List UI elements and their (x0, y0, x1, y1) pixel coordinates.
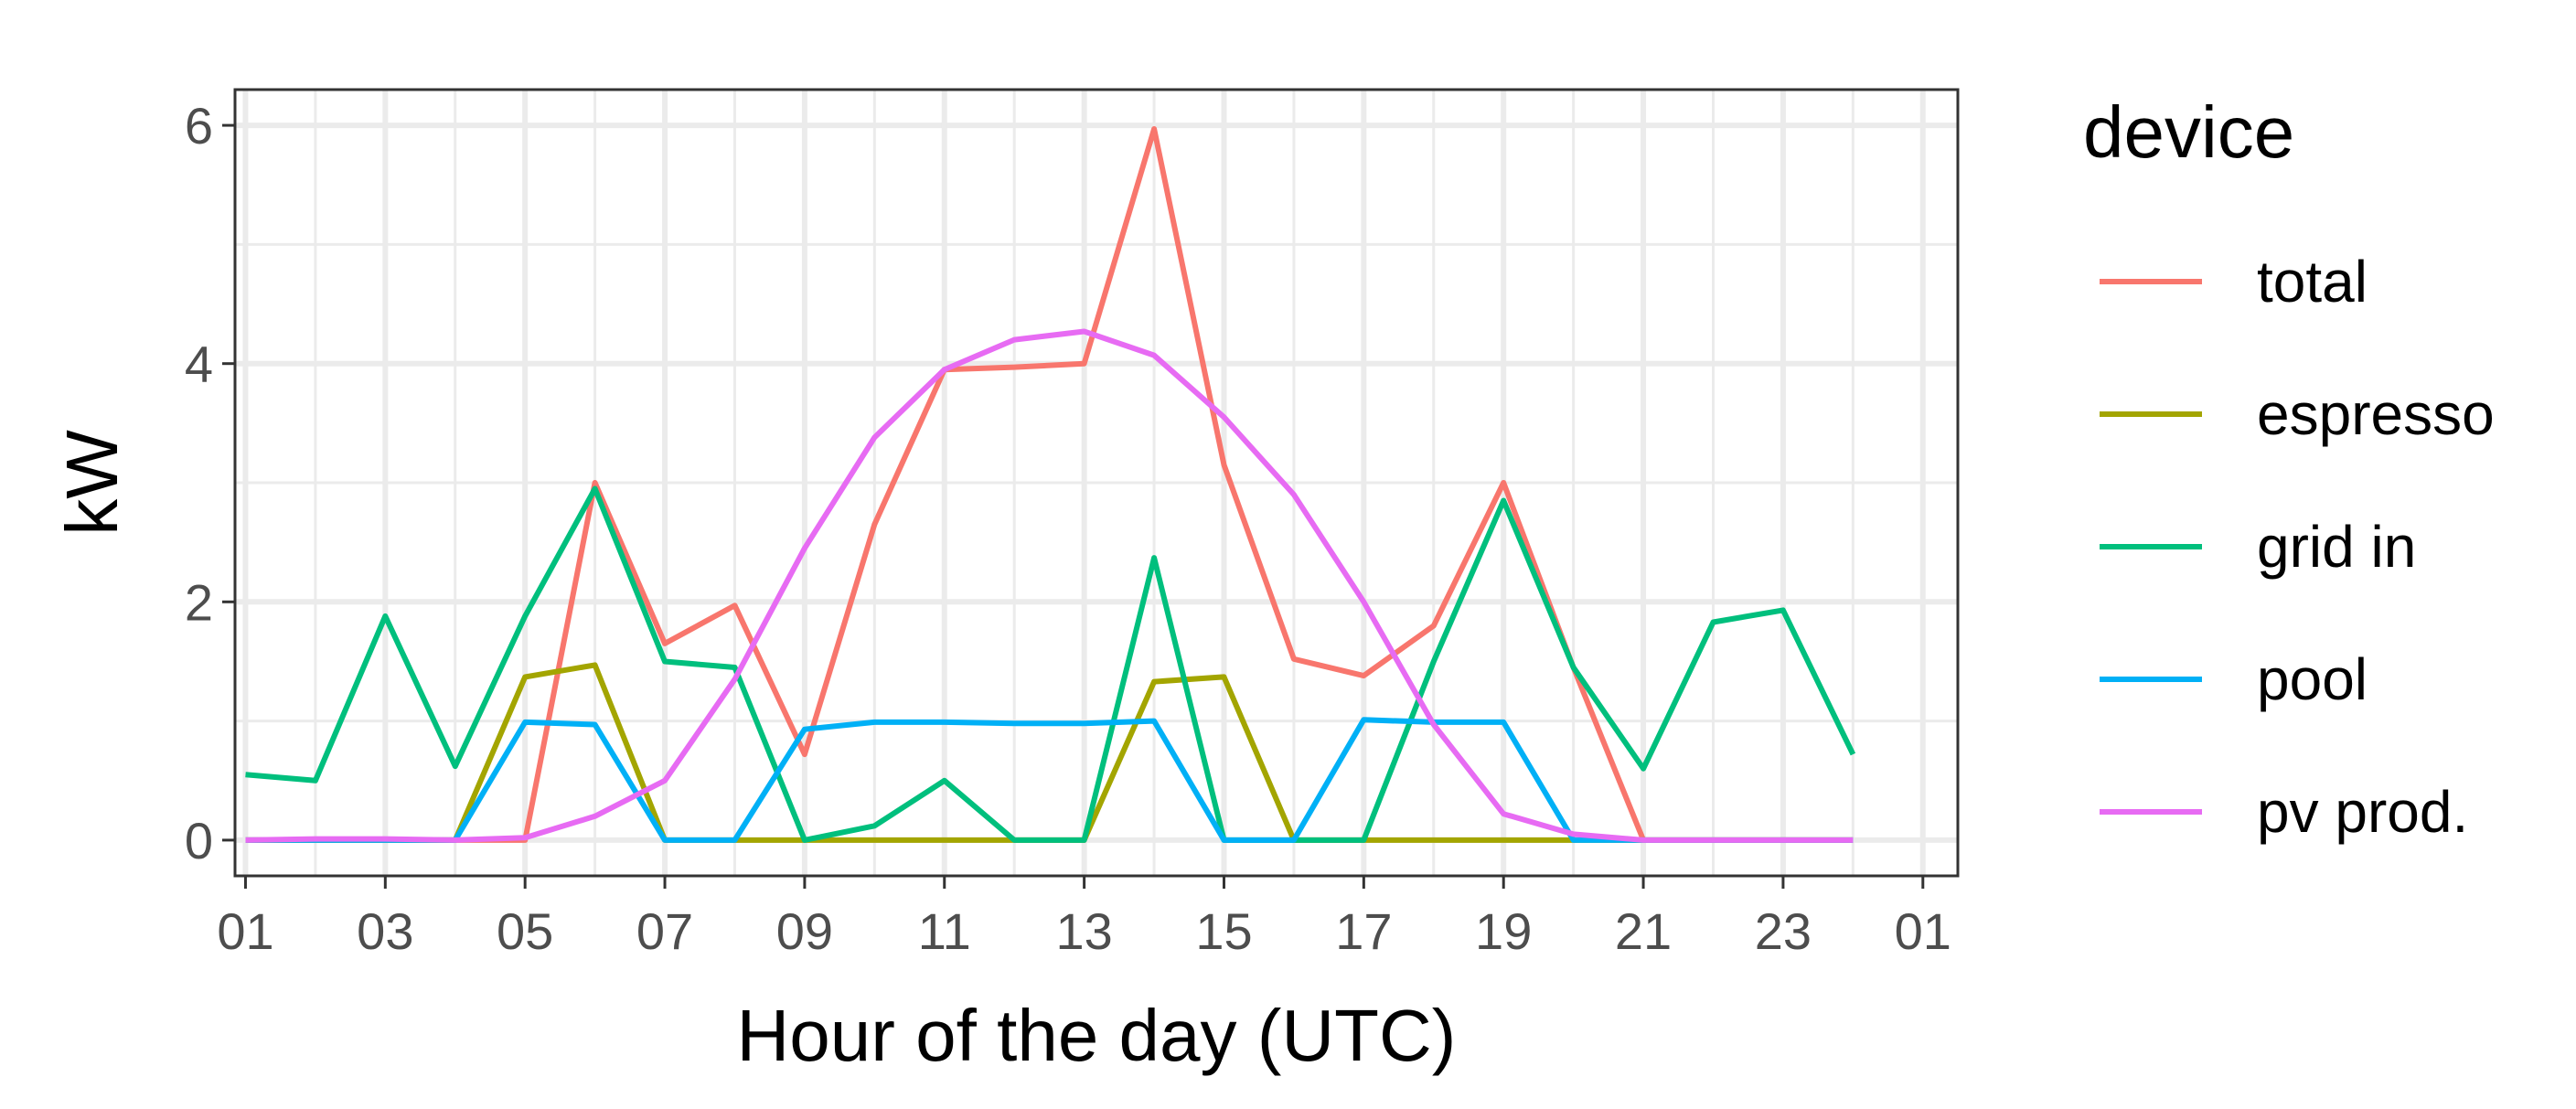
x-tick-label: 01 (217, 902, 273, 960)
y-tick-label: 6 (185, 97, 213, 155)
x-axis: 01 03 05 07 09 11 13 15 17 19 21 23 01 (217, 876, 1951, 960)
y-tick-label: 4 (185, 336, 213, 393)
panel-border (233, 88, 1960, 878)
x-tick-label: 07 (636, 902, 693, 960)
x-axis-title: Hour of the day (UTC) (737, 995, 1457, 1076)
x-tick-label: 13 (1055, 902, 1112, 960)
y-tick-label: 2 (185, 573, 213, 631)
x-tick-label: 17 (1335, 902, 1392, 960)
x-tick-label: 01 (1895, 902, 1951, 960)
legend-label: grid in (2257, 514, 2416, 580)
series-line-grid-in (245, 485, 1856, 843)
x-tick-label: 19 (1475, 902, 1532, 960)
legend-label: espresso (2257, 381, 2495, 447)
series-lines (245, 126, 1856, 843)
legend-label: total (2257, 249, 2368, 315)
series-line-pool (245, 717, 1854, 843)
series-line-pv-prod (245, 328, 1854, 843)
x-tick-label: 23 (1755, 902, 1812, 960)
minor-gridlines (235, 90, 1958, 876)
legend-label: pool (2257, 646, 2368, 712)
legend-title: device (2083, 91, 2294, 173)
y-axis-title: kW (51, 430, 133, 536)
y-axis: 0 2 4 6 (185, 97, 235, 869)
y-tick-label: 0 (185, 812, 213, 869)
x-tick-label: 03 (357, 902, 413, 960)
x-tick-label: 15 (1195, 902, 1252, 960)
legend-items: total espresso grid in pool pv prod. (2100, 249, 2495, 845)
x-tick-label: 05 (497, 902, 553, 960)
x-tick-label: 09 (776, 902, 833, 960)
legend-label: pv prod. (2257, 779, 2468, 845)
legend: device total espresso grid in pool pv prod. (2083, 91, 2495, 845)
x-tick-label: 11 (918, 902, 971, 960)
x-tick-label: 21 (1615, 902, 1672, 960)
